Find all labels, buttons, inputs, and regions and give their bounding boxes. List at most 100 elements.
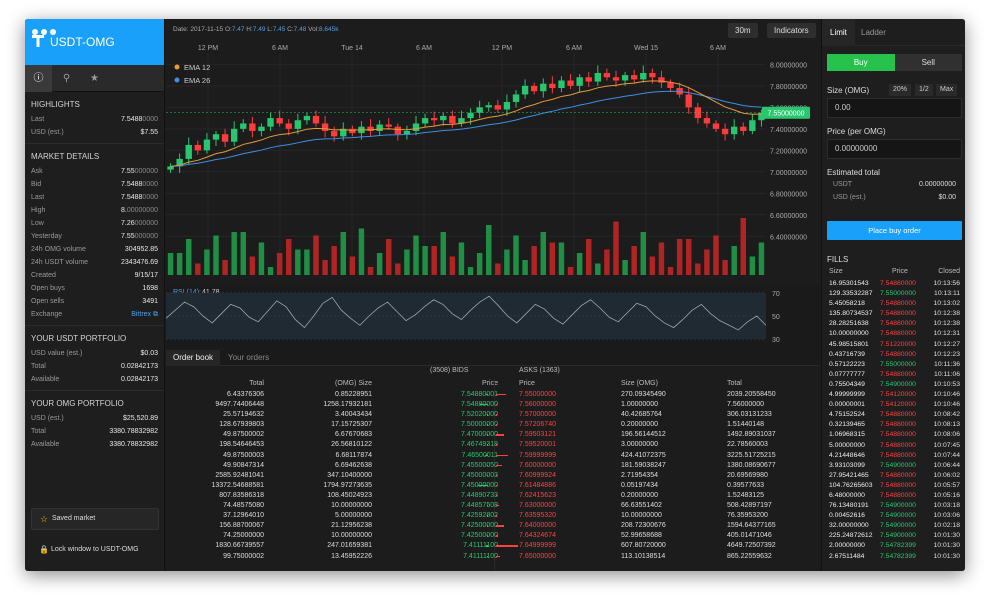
market-detail-value: 7.54880000 xyxy=(121,191,158,204)
orderbook-row[interactable]: 37.12964010 5.00000000 7.42592802 7.6359532… xyxy=(166,511,820,521)
fill-time: 10:08:42 xyxy=(933,411,960,419)
fill-price: 7.54900000 xyxy=(880,522,916,530)
fill-price: 7.55000000 xyxy=(880,290,916,298)
market-detail-label: Last xyxy=(31,194,45,201)
orderbook-row[interactable]: 198.54646453 26.56810122 7.46749318 7.59520… xyxy=(166,440,820,450)
info-tab-icon[interactable]: ⓘ xyxy=(25,65,52,92)
external-link-icon[interactable]: ⧉ xyxy=(151,311,158,318)
sell-button[interactable]: Sell xyxy=(894,54,962,71)
ask-price: 7.55000000 xyxy=(519,391,556,398)
candle-body xyxy=(285,123,292,129)
orderbook-row[interactable]: 9497.74406448 1258.17932181 7.54880000 7.56… xyxy=(166,400,820,410)
close-window-icon[interactable] xyxy=(32,29,38,35)
market-detail-value-main: 7.55 xyxy=(121,168,135,175)
size-max-button[interactable]: Max xyxy=(936,84,958,96)
saved-market-button[interactable]: ☆ Saved market xyxy=(31,508,159,530)
indicators-button[interactable]: Indicators xyxy=(767,23,816,38)
omg-portfolio-label: USD (est.) xyxy=(31,415,64,422)
size-20pct-button[interactable]: 20% xyxy=(889,84,912,96)
maximize-window-icon[interactable] xyxy=(50,29,56,35)
market-detail-row: Ask 7.55000000 xyxy=(25,165,164,178)
sidebar-tabs: ⓘ ⚲ ★ xyxy=(25,65,164,92)
highlight-value: $7.55 xyxy=(140,126,158,139)
bid-size: 17.15725307 xyxy=(331,421,372,429)
fill-size: 27.95421465 xyxy=(829,471,869,479)
orderbook-row[interactable]: 6.43376306 0.85228951 7.54880001 7.55000000… xyxy=(166,390,820,400)
ask-price: 7.59503121 xyxy=(519,431,556,439)
buy-button[interactable]: Buy xyxy=(827,54,895,71)
highlight-value-main: 7.5488 xyxy=(121,116,143,123)
ema-26-line xyxy=(170,90,762,167)
volume-label: Vol: xyxy=(308,26,319,33)
bid-price: 7.54880001 xyxy=(461,391,498,398)
market-detail-label: Open buys xyxy=(31,285,65,292)
orderbook-row[interactable]: 49.87500002 6.67670683 7.47000000 7.5950312… xyxy=(166,430,820,440)
price-chart[interactable]: 8.000000007.800000007.600000007.40000000… xyxy=(166,41,820,349)
volume-bar xyxy=(486,225,492,275)
size-input[interactable]: 0.00 xyxy=(827,98,962,118)
orderbook-row[interactable]: 2585.92481041 347.10400000 7.45000003 7.609… xyxy=(166,471,820,481)
candle-body xyxy=(385,124,392,127)
orderbook-row[interactable]: 156.88700067 21.12956238 7.42500000 7.64000… xyxy=(166,521,820,531)
volume-bar xyxy=(449,256,456,275)
bid-size: 6.67670683 xyxy=(335,431,372,439)
open-label: O: xyxy=(224,26,232,33)
tab-your-orders[interactable]: Your orders xyxy=(228,353,270,362)
orderbook-row[interactable]: 74.48575080 10.00000000 7.44857508 7.630000… xyxy=(166,501,820,511)
ask-price: 7.63595320 xyxy=(519,512,556,520)
orderbook-row[interactable]: 25.57194632 3.40043434 7.52020000 7.5700000… xyxy=(166,410,820,420)
bid-depth-bar xyxy=(478,484,488,487)
fills-price-header: Price xyxy=(892,268,908,275)
fill-time: 10:12:38 xyxy=(933,310,960,318)
volume-bar xyxy=(276,253,283,275)
volume-bar xyxy=(186,239,192,275)
ask-size: 66.63551402 xyxy=(621,502,662,510)
orderbook-row[interactable]: 128.67939803 17.15725307 7.50000000 7.57206… xyxy=(166,420,820,430)
orderbook-row[interactable]: 49.87500003 6.68117874 7.46500011 7.5999999… xyxy=(166,451,820,461)
candle-body xyxy=(449,115,456,124)
tab-order-book[interactable]: Order book xyxy=(166,350,221,366)
candle-body xyxy=(240,123,247,129)
ask-depth-bar xyxy=(496,414,497,416)
ask-size: 270.09345490 xyxy=(621,391,666,398)
minimize-window-icon[interactable] xyxy=(41,29,47,35)
search-tab-icon[interactable]: ⚲ xyxy=(62,73,71,84)
favorites-tab-icon[interactable]: ★ xyxy=(90,73,99,84)
fill-price: 7.54880000 xyxy=(880,491,916,499)
tab-limit[interactable]: Limit xyxy=(822,19,855,46)
place-buy-order-button[interactable]: Place buy order xyxy=(827,221,962,240)
x-tick-label: 6 AM xyxy=(416,45,432,52)
volume-bar xyxy=(304,249,310,275)
fill-price: 7.54900000 xyxy=(880,512,916,520)
ask-size: 607.80720000 xyxy=(621,542,666,550)
interval-button[interactable]: 30m xyxy=(728,23,758,38)
price-input[interactable]: 0.00000000 xyxy=(827,139,962,159)
candle-body xyxy=(349,128,356,134)
fill-price: 7.54880000 xyxy=(880,471,916,479)
ask-size: 1.00000000 xyxy=(621,401,658,409)
fill-price: 7.54880000 xyxy=(880,431,916,439)
orderbook-row[interactable]: 13372.546885811794.972736357.450000007.6… xyxy=(166,481,820,491)
market-detail-value-main: 7.55 xyxy=(121,233,135,240)
orderbook-row[interactable]: 1830.66739557 247.01659381 7.41111100 7.649… xyxy=(166,541,820,551)
omg-portfolio-value: 3380.78832982 xyxy=(109,438,158,451)
volume-bar xyxy=(322,260,328,275)
orderbook-row[interactable]: 99.75000002 13.45952226 7.41111100 7.650000… xyxy=(166,552,820,562)
high-value: 7.49 xyxy=(252,26,266,33)
bid-total: 25.57194632 xyxy=(223,411,264,419)
market-detail-label: 24h OMG volume xyxy=(31,246,86,253)
candle-body xyxy=(376,124,383,131)
size-half-button[interactable]: 1/2 xyxy=(915,84,933,96)
volume-bar xyxy=(313,235,319,275)
fill-row: 225.24872612 7.54900000 10:01:30 xyxy=(822,531,965,541)
bid-total: 99.75000002 xyxy=(223,552,264,560)
lock-window-button[interactable]: 🔒 Lock window to USDT-OMG xyxy=(31,539,159,561)
orderbook-row[interactable]: 49.90847314 6.69462638 7.45500050 7.6000000… xyxy=(166,461,820,471)
orderbook-row[interactable]: 74.25000000 10.00000000 7.42500000 7.643246… xyxy=(166,531,820,541)
volume-bar xyxy=(295,249,301,275)
bid-price: 7.42592802 xyxy=(461,512,498,520)
fill-row: 2.00000000 7.54782399 10:01:30 xyxy=(822,541,965,551)
orderbook-row[interactable]: 807.83586318 108.45024923 7.44890733 7.6241… xyxy=(166,491,820,501)
tab-ladder[interactable]: Ladder xyxy=(861,28,886,37)
fill-price: 7.54880000 xyxy=(880,330,916,338)
